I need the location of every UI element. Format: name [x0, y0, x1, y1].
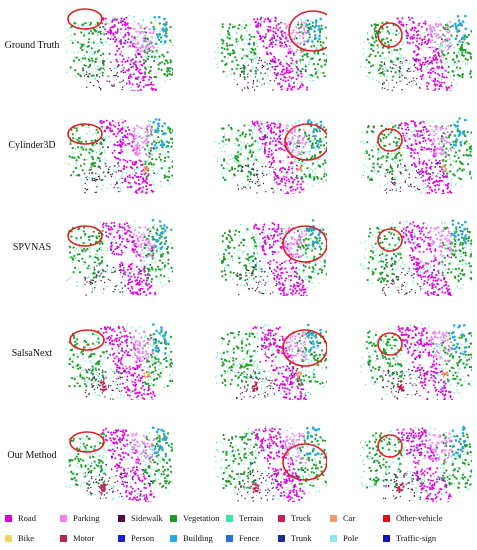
scan-panel-salsanext-2: [215, 314, 327, 400]
scan-panel-ground-truth-3: [360, 5, 472, 91]
scan-panel-ground-truth-1: [65, 5, 173, 91]
class-legend: Road Parking Sidewalk Vegetation Terrain…: [0, 508, 477, 550]
row-label-cylinder3d: Cylinder3D: [8, 140, 56, 151]
highlight-circle: [377, 332, 403, 356]
trunk-swatch: [278, 535, 285, 542]
sidewalk-swatch: [118, 515, 125, 522]
scan-panel-salsanext-3: [360, 314, 472, 400]
motor-swatch: [60, 535, 67, 542]
highlight-circle: [377, 128, 403, 152]
highlight-circle: [282, 443, 327, 481]
highlight-circle: [67, 8, 103, 30]
highlight-circle: [69, 329, 105, 351]
scan-panel-cylinder3d-2: [215, 108, 327, 194]
scan-panel-our-method-2: [215, 416, 327, 502]
scan-panel-spvnas-2: [215, 210, 327, 296]
person-swatch: [118, 535, 125, 542]
scan-panel-spvnas-3: [360, 210, 472, 296]
highlight-circle: [282, 225, 327, 263]
highlight-circle: [284, 123, 327, 161]
truck-swatch: [278, 515, 285, 522]
other-vehicle-swatch: [383, 515, 390, 522]
vegetation-swatch: [170, 515, 177, 522]
car-swatch: [330, 515, 337, 522]
highlight-circle: [377, 22, 403, 48]
highlight-circle: [67, 123, 103, 145]
pole-swatch: [330, 535, 337, 542]
fence-swatch: [226, 535, 233, 542]
scan-panel-our-method-3: [360, 416, 472, 502]
traffic-sign-swatch: [383, 535, 390, 542]
scan-panel-cylinder3d-1: [65, 108, 173, 194]
highlight-circle: [377, 434, 403, 458]
highlight-circle: [67, 225, 103, 247]
building-swatch: [170, 535, 177, 542]
road-swatch: [5, 515, 12, 522]
scan-panel-spvnas-1: [65, 210, 173, 296]
scan-panel-salsanext-1: [65, 314, 173, 400]
row-label-salsanext: SalsaNext: [11, 348, 53, 359]
row-label-our-method: Our Method: [7, 450, 57, 461]
scan-panel-ground-truth-2: [215, 5, 327, 91]
terrain-swatch: [226, 515, 233, 522]
bike-swatch: [5, 535, 12, 542]
scan-panel-our-method-1: [65, 416, 173, 502]
scan-panel-cylinder3d-3: [360, 108, 472, 194]
parking-swatch: [60, 515, 67, 522]
row-label-spvnas: SPVNAS: [12, 242, 52, 253]
highlight-circle: [69, 431, 105, 453]
row-label-ground-truth: Ground Truth: [4, 40, 60, 51]
highlight-circle: [377, 228, 403, 252]
highlight-circle: [282, 329, 327, 367]
highlight-circle: [288, 10, 327, 52]
